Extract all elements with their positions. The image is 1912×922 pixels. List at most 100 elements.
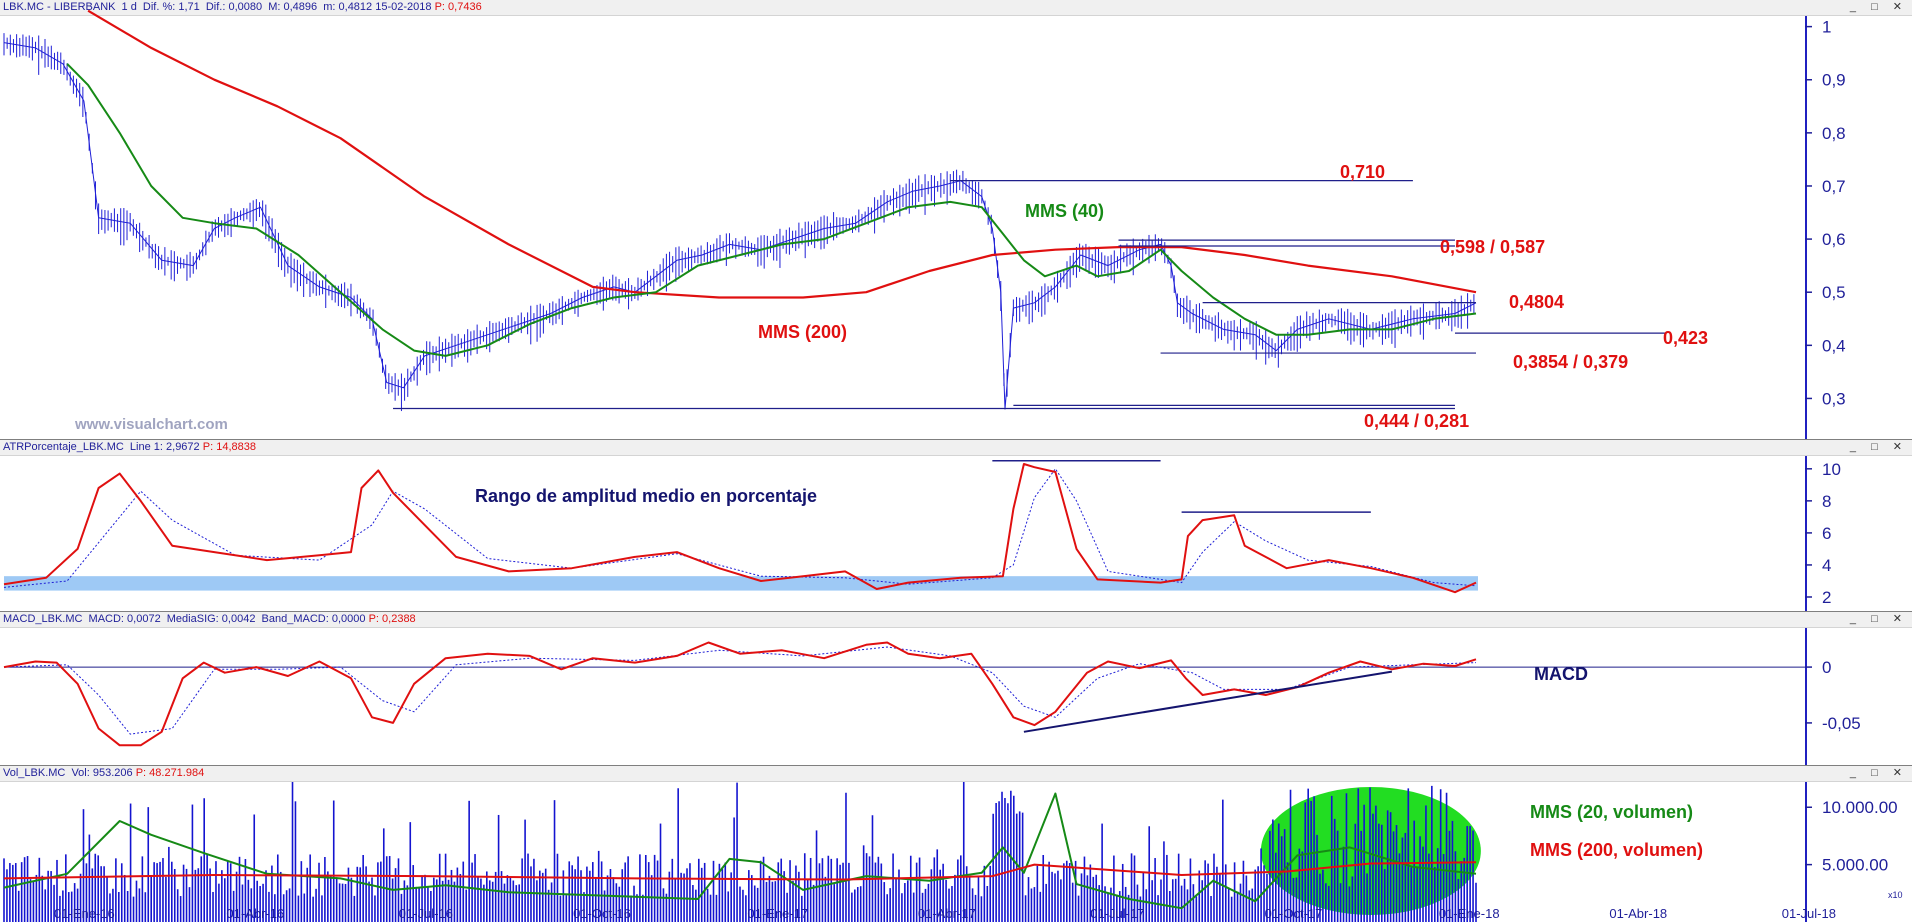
dif-label: Dif.: xyxy=(205,1,226,13)
mms200-line xyxy=(87,9,1477,299)
date-tick-label: 01-Ene-16 xyxy=(54,906,115,921)
price-axis-tick-label: 0,6 xyxy=(1822,230,1846,249)
price-axis-tick-label: 0,9 xyxy=(1822,71,1846,90)
level-label-0710: 0,710 xyxy=(1340,162,1386,182)
vol-window-buttons[interactable]: _ □ ✕ xyxy=(1849,767,1908,779)
volume-panel[interactable]: Vol_LBK.MC Vol: 953.206 P: 48.271.984 _ … xyxy=(0,766,1912,922)
price-axis-tick-label: 0,3 xyxy=(1822,389,1846,408)
date-tick-label: 01-Abr-16 xyxy=(226,906,285,921)
atr-axis-tick-label: 4 xyxy=(1822,556,1831,575)
vol-y-axis[interactable] xyxy=(1805,782,1912,922)
min-label: m: xyxy=(323,1,336,13)
vol-value-label: Vol: xyxy=(71,767,90,779)
date-value: 15-02-2018 xyxy=(375,1,432,13)
dif-pct-value: 1,71 xyxy=(178,1,200,13)
price-panel[interactable]: LBK.MC - LIBERBANK 1 d Dif. %: 1,71 Dif.… xyxy=(0,0,1912,440)
level-label-04804: 0,4804 xyxy=(1509,292,1565,312)
vol-mms20-label: MMS (20, volumen) xyxy=(1530,802,1694,822)
macd-axis-tick-label: 0 xyxy=(1822,658,1831,677)
atr-p-value: 14,8838 xyxy=(216,441,256,453)
price-window-buttons[interactable]: _ □ ✕ xyxy=(1849,1,1908,13)
atr-axis-tick-label: 2 xyxy=(1822,588,1831,607)
macd-line xyxy=(3,641,1477,747)
symbol-label: LBK.MC - LIBERBANK xyxy=(3,1,116,13)
date-tick-label: 01-Jul-18 xyxy=(1781,906,1836,921)
price-close-line xyxy=(3,42,1477,410)
macd-title: MACD xyxy=(1534,664,1588,684)
mms40-label: MMS (40) xyxy=(1025,201,1105,221)
macd-axis-tick-label: -0,05 xyxy=(1822,714,1861,733)
vol-p-label: P: xyxy=(135,767,147,779)
macd-band-label: Band_MACD: xyxy=(261,613,329,625)
watermark: www.visualchart.com xyxy=(75,416,228,433)
vol-p-value: 48.271.984 xyxy=(149,767,205,779)
macd-plot: 0 -0,05 xyxy=(3,641,1861,747)
macd-sig-value: 0,0042 xyxy=(221,613,256,625)
price-axis-tick-label: 0,4 xyxy=(1822,336,1846,355)
macd-value: 0,0072 xyxy=(127,613,161,625)
axis-unit-label: x10 xyxy=(1888,890,1903,900)
price-axis-tick-label: 0,7 xyxy=(1822,177,1846,196)
max-value: 0,4896 xyxy=(283,1,318,13)
atr-plot: 10 8 6 4 2 xyxy=(3,460,1841,607)
macd-band-value: 0,0000 xyxy=(331,613,366,625)
macd-panel[interactable]: MACD_LBK.MC MACD: 0,0072 MediaSIG: 0,004… xyxy=(0,612,1912,766)
level-label-0423: 0,423 xyxy=(1663,328,1709,348)
vol-mms20-line xyxy=(3,792,1477,910)
atr-panel[interactable]: ATRPorcentaje_LBK.MC Line 1: 2,9672 P: 1… xyxy=(0,440,1912,612)
mms40-line xyxy=(66,63,1477,357)
macd-sig-label: MediaSIG: xyxy=(166,613,219,625)
date-tick-label: 01-Abr-17 xyxy=(917,906,976,921)
dif-pct-label: Dif. %: xyxy=(142,1,176,13)
price-panel-header: LBK.MC - LIBERBANK 1 d Dif. %: 1,71 Dif.… xyxy=(0,0,1912,16)
atr-axis-tick-label: 8 xyxy=(1822,492,1831,511)
macd-y-axis[interactable] xyxy=(1805,628,1912,765)
macd-name-label: MACD_LBK.MC xyxy=(3,613,83,625)
atr-axis-tick-label: 10 xyxy=(1822,460,1841,479)
atr-panel-header: ATRPorcentaje_LBK.MC Line 1: 2,9672 P: 1… xyxy=(0,440,1912,456)
atr-line-label: Line 1: xyxy=(129,441,163,453)
atr-name-label: ATRPorcentaje_LBK.MC xyxy=(3,441,124,453)
volume-panel-header: Vol_LBK.MC Vol: 953.206 P: 48.271.984 _ … xyxy=(0,766,1912,782)
macd-window-buttons[interactable]: _ □ ✕ xyxy=(1849,613,1908,625)
interval-label: 1 d xyxy=(121,1,137,13)
price-axis-tick-label: 1 xyxy=(1822,18,1831,37)
level-label-03854: 0,3854 / 0,379 xyxy=(1513,352,1629,372)
p-label: P: xyxy=(434,1,445,13)
dif-value: 0,0080 xyxy=(228,1,263,13)
price-axis-tick-label: 0,5 xyxy=(1822,283,1846,302)
macd-p-label: P: xyxy=(368,613,379,625)
atr-axis-tick-label: 6 xyxy=(1822,524,1831,543)
price-plot: 1 0,9 0,8 0,7 0,6 0,5 0,4 0,3 xyxy=(3,9,1846,412)
level-label-0444: 0,444 / 0,281 xyxy=(1364,411,1470,431)
price-y-axis[interactable] xyxy=(1805,16,1912,439)
vol-name-label: Vol_LBK.MC xyxy=(3,767,66,779)
atr-line xyxy=(3,463,1477,594)
vol-axis-tick-label: 10.000.00 xyxy=(1822,798,1898,817)
level-label-0598: 0,598 / 0,587 xyxy=(1440,237,1546,257)
atr-y-axis[interactable] xyxy=(1805,456,1912,611)
atr-p-label: P: xyxy=(202,441,214,453)
macd-p-value: 0,2388 xyxy=(382,613,416,625)
date-tick-label: 01-Oct-16 xyxy=(573,906,631,921)
atr-window-buttons[interactable]: _ □ ✕ xyxy=(1849,441,1908,453)
date-tick-label: 01-Oct-17 xyxy=(1264,906,1323,921)
atr-title: Rango de amplitud medio en porcentaje xyxy=(475,486,818,506)
date-tick-label: 01-Jul-17 xyxy=(1090,906,1145,921)
date-tick-label: 01-Ene-17 xyxy=(747,906,809,921)
vol-axis-tick-label: 5.000.00 xyxy=(1822,856,1888,875)
date-tick-label: 01-Ene-18 xyxy=(1438,906,1500,921)
macd-panel-header: MACD_LBK.MC MACD: 0,0072 MediaSIG: 0,004… xyxy=(0,612,1912,628)
min-value: 0,4812 xyxy=(338,1,373,13)
vol-value: 953.206 xyxy=(92,767,133,779)
macd-value-label: MACD: xyxy=(88,613,124,625)
mms200-label: MMS (200) xyxy=(758,322,848,342)
vol-mms200-line xyxy=(3,861,1477,881)
p-value: 0,7436 xyxy=(448,1,482,13)
macd-signal-line xyxy=(3,646,1477,735)
atr-band xyxy=(4,576,1478,591)
vol-mms200-label: MMS (200, volumen) xyxy=(1530,840,1704,860)
price-axis-tick-label: 0,8 xyxy=(1822,124,1846,143)
date-tick-label: 01-Abr-18 xyxy=(1609,906,1668,921)
